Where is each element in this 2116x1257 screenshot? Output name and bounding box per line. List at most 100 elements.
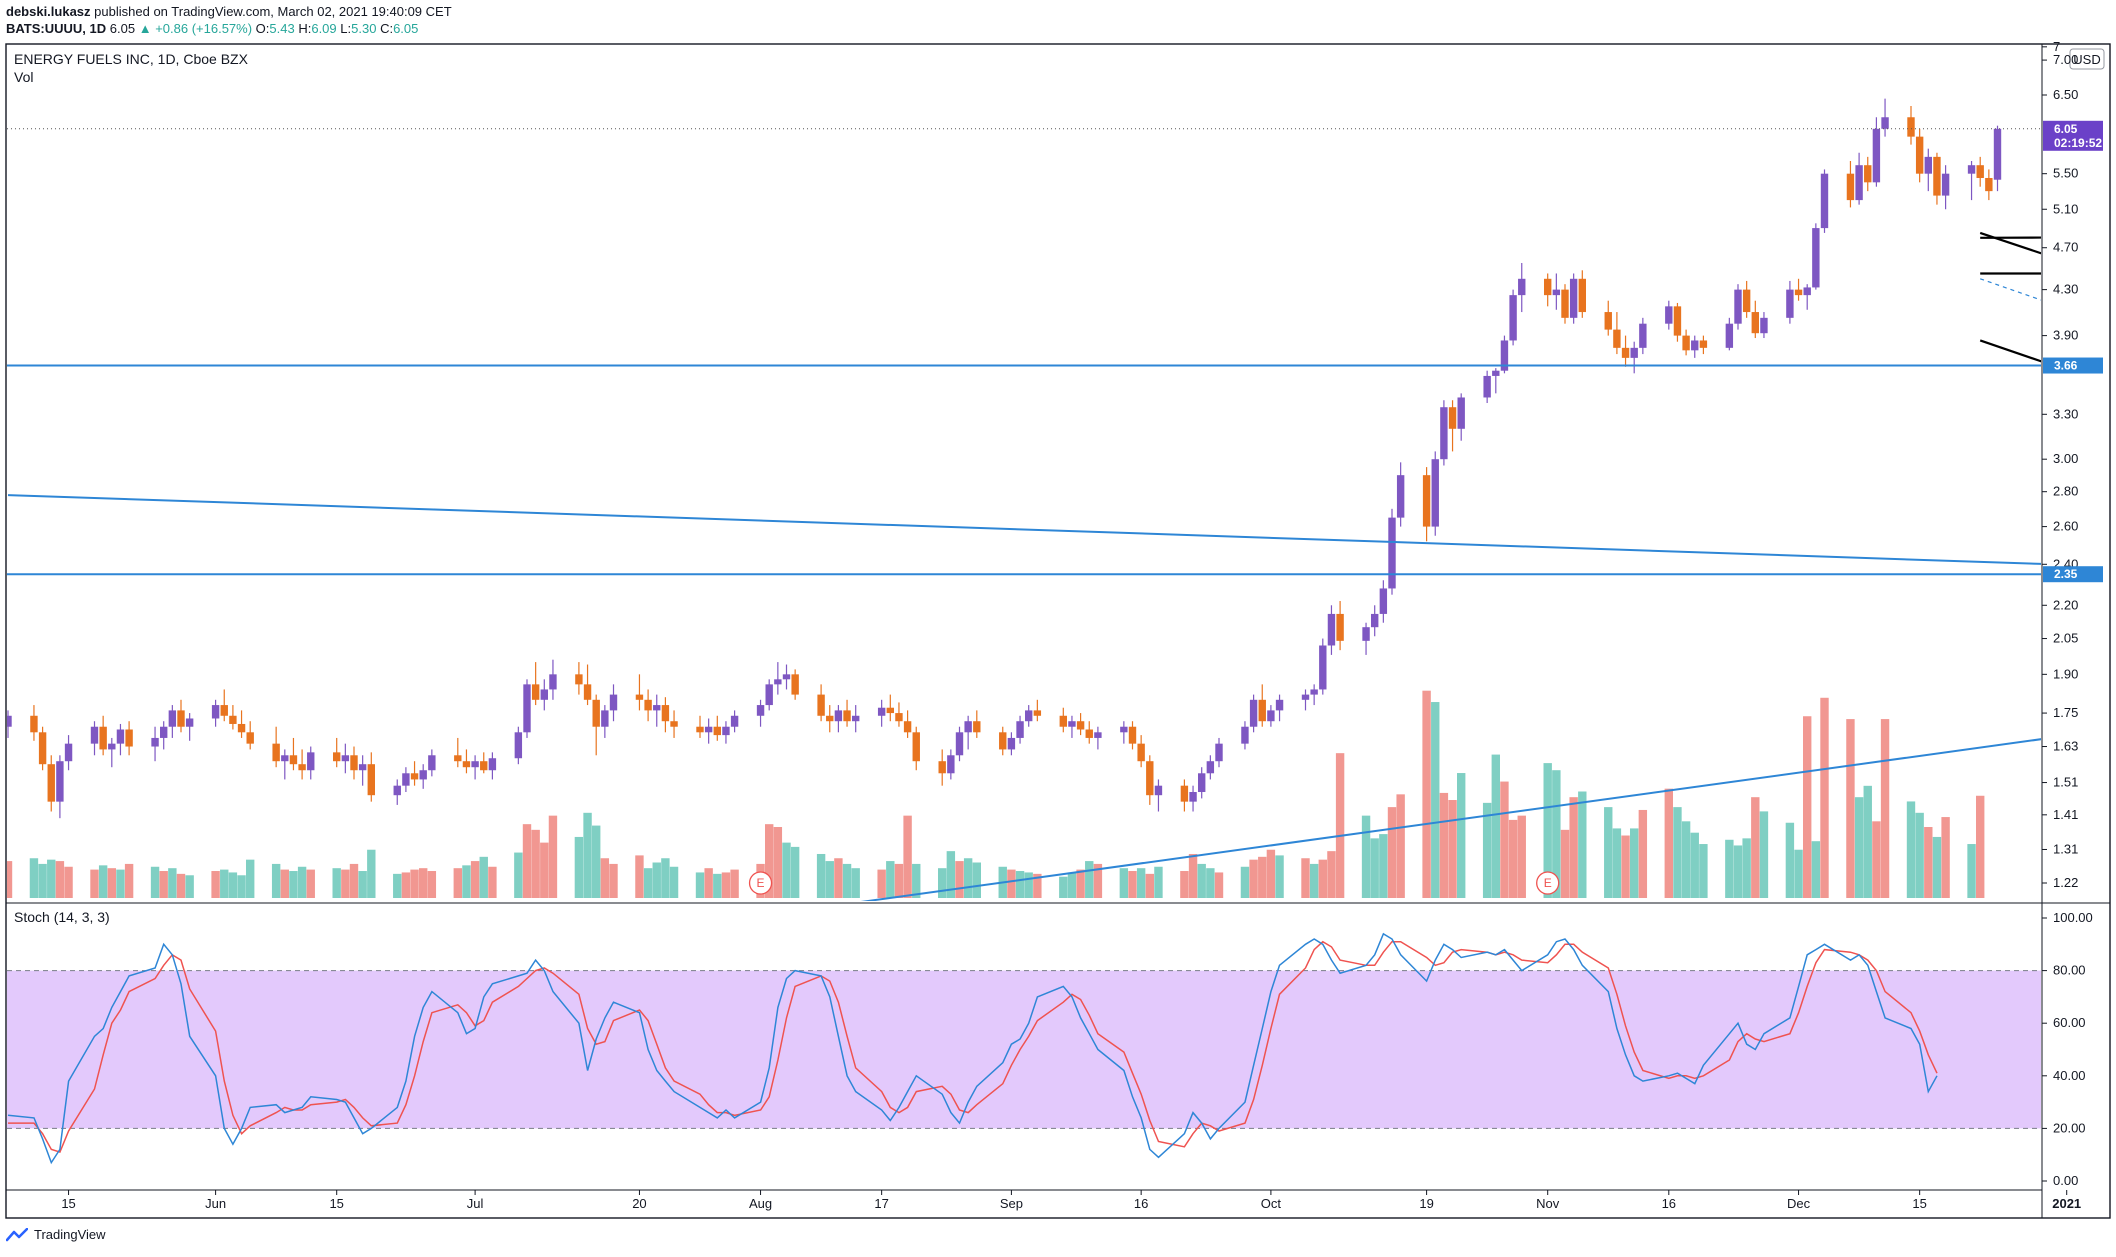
candle-body	[1569, 278, 1578, 318]
volume-bar	[730, 869, 739, 898]
volume-bar	[782, 842, 791, 898]
volume-bar	[903, 815, 912, 898]
candle-body	[601, 710, 609, 727]
time-axis-label: 19	[1419, 1196, 1433, 1211]
volume-bar	[1621, 835, 1630, 898]
close-label: C:	[380, 21, 394, 36]
candle-body	[333, 752, 341, 762]
candle-body	[1180, 785, 1189, 802]
candle-body	[428, 755, 436, 771]
candle-body	[462, 761, 471, 768]
candle-body	[782, 674, 791, 680]
volume-bar	[1128, 871, 1137, 898]
time-axis-label: Sep	[1000, 1196, 1023, 1211]
volume-bar	[419, 868, 428, 898]
candle-body	[1613, 329, 1621, 348]
stochastic-pane[interactable]	[7, 932, 2042, 1165]
volume-bar	[29, 858, 39, 898]
time-axis-label: Nov	[1536, 1196, 1560, 1211]
volume-label[interactable]: Vol	[14, 69, 33, 85]
volume-bar	[1145, 873, 1154, 898]
price-axis-label: 2.20	[2053, 597, 2078, 612]
volume-bar	[1690, 832, 1699, 898]
tradingview-logo[interactable]: TradingView	[6, 1227, 106, 1242]
volume-bar	[1431, 702, 1440, 898]
volume-bar	[410, 869, 419, 898]
volume-bar	[1275, 855, 1284, 898]
currency-label: USD	[2073, 52, 2100, 67]
stoch-axis-label: 40.00	[2053, 1068, 2086, 1083]
candle-body	[514, 732, 523, 759]
currency-button[interactable]	[2069, 48, 2105, 70]
volume-bar	[1508, 819, 1518, 898]
earnings-markers[interactable]: EEE	[748, 871, 2116, 895]
candle-body	[237, 723, 246, 733]
price-axis[interactable]: 77.00 6.50 5.50 5.10 4.70 4.30 3.90 3.30 3.00 2.8…	[2042, 39, 2078, 890]
volume-bar	[1154, 866, 1163, 898]
volume-bar	[946, 851, 956, 898]
volume-bar	[790, 846, 800, 898]
volume-bar	[1318, 859, 1327, 898]
high-label: H:	[298, 21, 312, 36]
volume-bar	[548, 815, 558, 898]
volume-bar	[1612, 828, 1622, 898]
candle-body	[1327, 613, 1336, 646]
volume-bar	[1552, 770, 1561, 898]
candle-body	[229, 715, 237, 724]
upper-level-tag	[2043, 357, 2103, 374]
candle-body	[1993, 128, 2002, 180]
candle-body	[177, 710, 185, 727]
candle-body	[1258, 699, 1266, 722]
candle-body	[1336, 613, 1344, 641]
volume-bar	[1543, 763, 1552, 898]
candle-body	[1725, 323, 1734, 348]
volume-bar	[470, 861, 480, 898]
volume-bar	[185, 875, 194, 898]
price-pane[interactable]	[4, 98, 2116, 903]
price-axis-label: 5.10	[2053, 201, 2078, 216]
stochastic-label[interactable]: Stoch (14, 3, 3)	[14, 909, 110, 925]
volume-bar	[1517, 815, 1526, 898]
candle-body	[1552, 289, 1561, 296]
volume-bar	[1396, 794, 1405, 898]
candle-body	[1457, 397, 1465, 429]
candle-body	[1967, 165, 1976, 174]
volume-bar	[1387, 807, 1397, 898]
time-axis[interactable]: 15 Jun 15 Jul 20 Aug 17 Sep 16 Oct 19 Nov 16 Dec 15 202…	[61, 1190, 2116, 1211]
candle-body	[410, 773, 419, 780]
price-axis-label: 1.90	[2053, 666, 2078, 681]
candle-body	[1500, 340, 1509, 371]
price-axis-label: 2.80	[2053, 484, 2078, 499]
trend-line	[860, 738, 2041, 901]
volume-bar	[453, 868, 462, 898]
candle-body	[1241, 726, 1249, 744]
last-price-tag-text: 6.05	[2054, 122, 2078, 136]
close-value: 6.05	[393, 21, 419, 36]
volume-bar	[816, 853, 826, 898]
candle-body	[817, 694, 825, 716]
publisher-name[interactable]: debski.lukasz	[6, 4, 91, 19]
volume-bar	[1361, 815, 1371, 898]
volume-bar	[1258, 856, 1267, 898]
candle-body	[1734, 289, 1742, 324]
candle-body	[575, 674, 583, 685]
trend-line	[7, 494, 2041, 565]
volume-bar	[246, 859, 255, 898]
candle-body	[774, 679, 782, 685]
volume-bar	[90, 869, 99, 898]
candle-body	[1846, 173, 1855, 201]
trend-line	[1979, 339, 2041, 363]
candle-body	[540, 689, 548, 700]
candle-body	[1864, 165, 1872, 183]
candle-body	[1803, 287, 1811, 296]
candle-body	[947, 755, 955, 774]
volume-bar	[1759, 811, 1769, 898]
volume-bar	[1664, 788, 1673, 898]
candle-body	[1275, 699, 1284, 711]
candle-body	[704, 726, 713, 733]
earnings-marker-label: E	[757, 876, 765, 890]
candle-body	[419, 770, 427, 780]
time-axis-label: Jun	[205, 1196, 226, 1211]
candle-body	[661, 705, 670, 722]
